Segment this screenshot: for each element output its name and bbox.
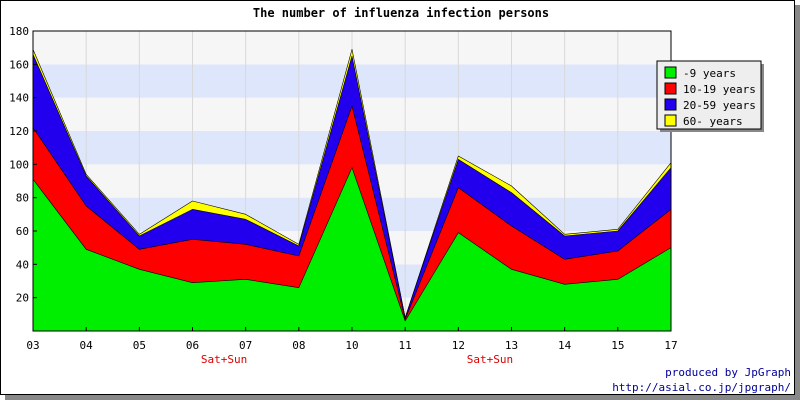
y-tick-label: 180 xyxy=(9,25,29,38)
y-tick-label: 120 xyxy=(9,125,29,138)
x-tick-label: 07 xyxy=(239,339,252,352)
y-tick-label: 40 xyxy=(16,258,29,271)
x-tick-label: 03 xyxy=(26,339,39,352)
credit-line-1[interactable]: produced by JpGraph xyxy=(665,366,791,379)
chart-legend: -9 years 10-19 years 20-59 years 60- years xyxy=(656,60,764,132)
x-tick-label: 17 xyxy=(664,339,677,352)
x-tick-label: 08 xyxy=(292,339,305,352)
chart-title: The number of influenza infection person… xyxy=(253,6,549,20)
x-note-label: Sat+Sun xyxy=(467,353,513,366)
credit-line-2[interactable]: http://asial.co.jp/jpgraph/ xyxy=(612,381,791,394)
chart-frame: The number of influenza infection person… xyxy=(0,0,795,395)
x-note-label: Sat+Sun xyxy=(201,353,247,366)
x-tick-label: 04 xyxy=(80,339,94,352)
x-tick-label: 05 xyxy=(133,339,146,352)
legend-swatch xyxy=(664,82,677,95)
x-tick-label: 11 xyxy=(399,339,412,352)
x-tick-label: 14 xyxy=(558,339,572,352)
x-tick-label: 15 xyxy=(611,339,624,352)
y-tick-label: 100 xyxy=(9,158,29,171)
x-tick-label: 13 xyxy=(505,339,518,352)
x-tick-label: 10 xyxy=(345,339,358,352)
y-tick-label: 20 xyxy=(16,292,29,305)
legend-label: 10-19 years xyxy=(683,83,756,96)
y-tick-label: 80 xyxy=(16,192,29,205)
legend-label: 20-59 years xyxy=(683,99,756,112)
y-tick-label: 60 xyxy=(16,225,29,238)
legend-swatch xyxy=(664,66,677,79)
area-series-1 xyxy=(32,167,672,332)
x-tick-label: 12 xyxy=(452,339,465,352)
y-tick-label: 160 xyxy=(9,58,29,71)
legend-label: 60- years xyxy=(683,115,743,128)
legend-label: -9 years xyxy=(683,67,736,80)
x-tick-label: 06 xyxy=(186,339,199,352)
legend-swatch xyxy=(664,98,677,111)
y-tick-label: 140 xyxy=(9,92,29,105)
legend-swatch xyxy=(664,114,677,127)
